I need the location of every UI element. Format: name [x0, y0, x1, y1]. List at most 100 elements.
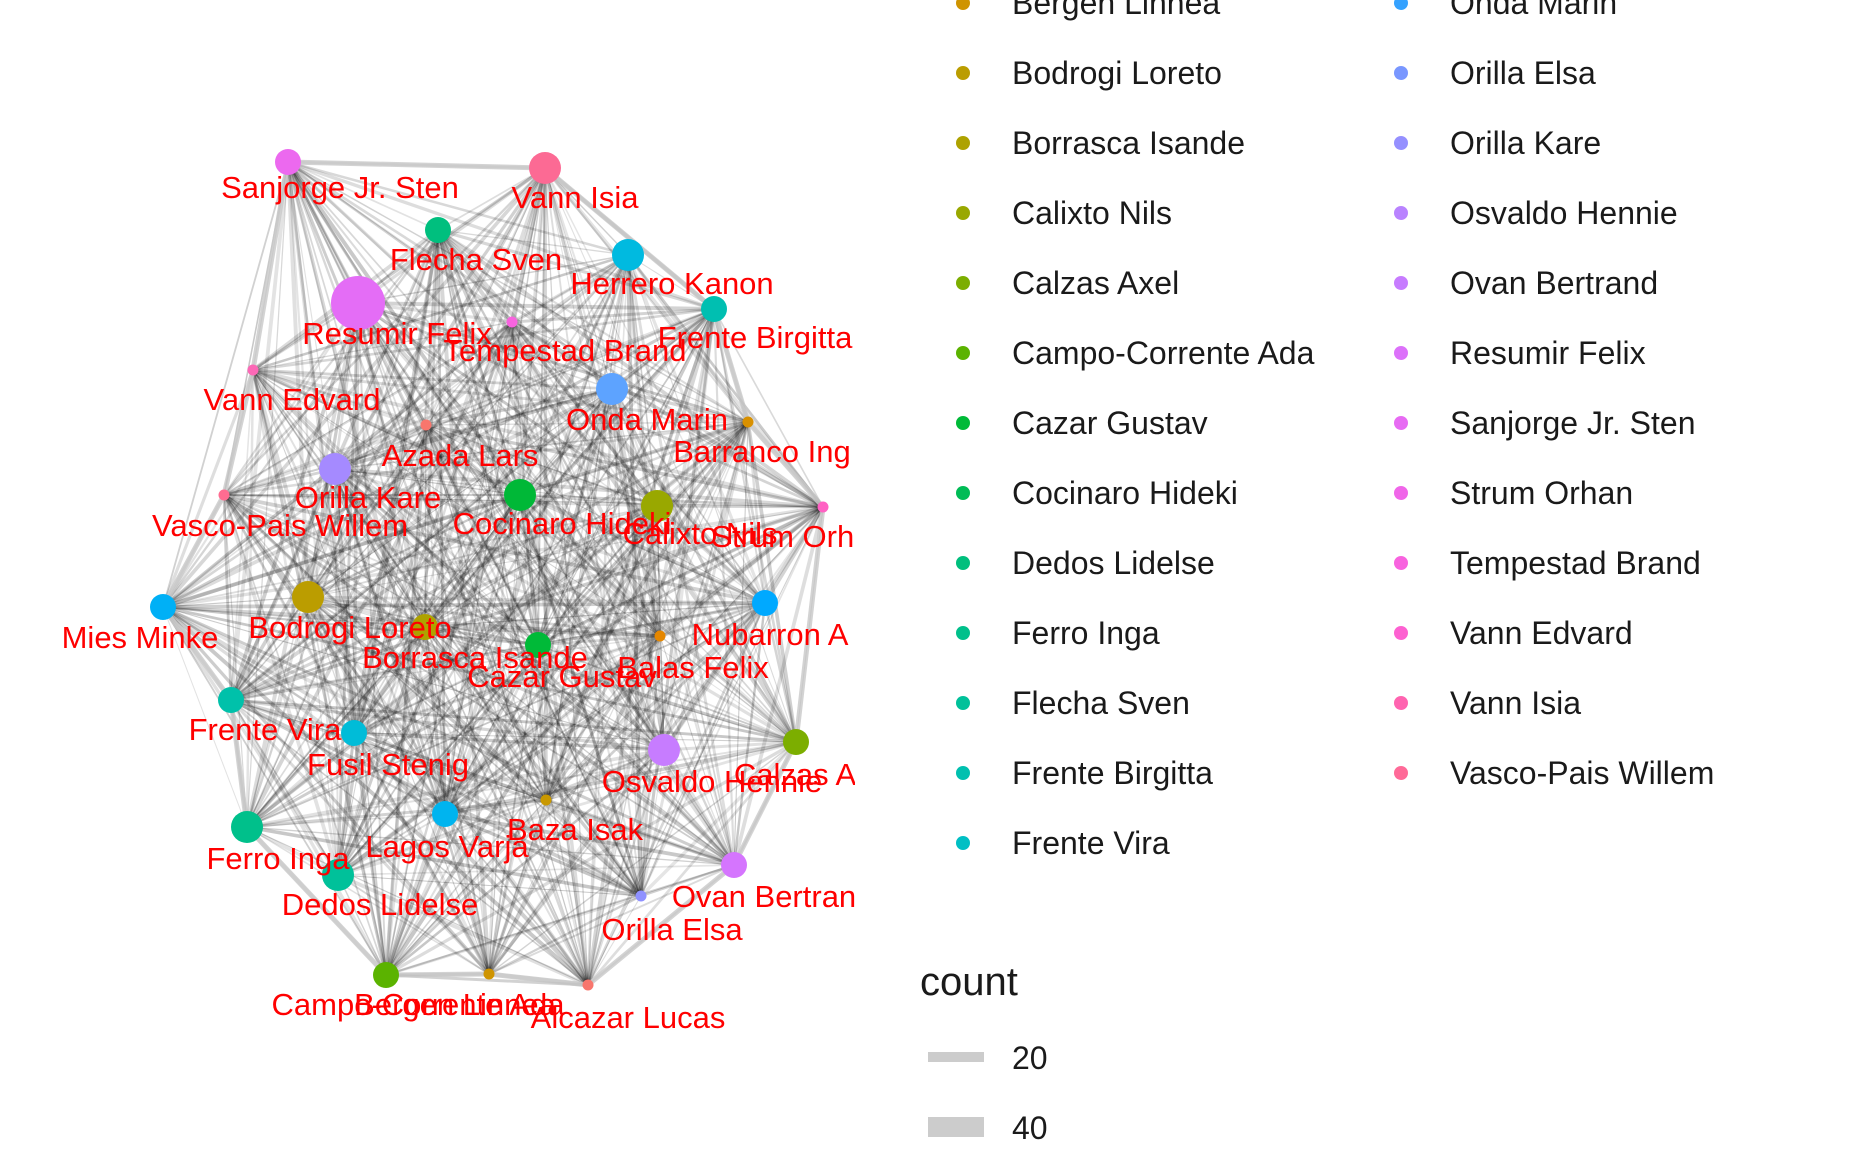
graph-edge: [425, 421, 749, 426]
graph-edge: [639, 740, 798, 898]
graph-edge: [712, 308, 736, 866]
legend-col1-item-dot: [956, 766, 970, 780]
graph-edge: [353, 601, 766, 735]
graph-edge: [251, 369, 340, 876]
graph-edge: [357, 302, 613, 390]
legend-col1-item-dot: [956, 486, 970, 500]
graph-edge: [246, 626, 426, 828]
graph-edge: [424, 423, 736, 867]
graph-edge: [586, 602, 767, 986]
graph-edge: [425, 424, 658, 507]
graph-edge: [424, 626, 665, 751]
graph-edge: [162, 605, 661, 638]
graph-node: [322, 859, 354, 891]
graph-edge: [357, 302, 665, 751]
graph-edge: [544, 167, 749, 423]
graph-edge: [444, 254, 629, 815]
graph-edge: [425, 423, 661, 638]
graph-edge: [511, 321, 766, 604]
count-legend-label-40: 40: [1012, 1110, 1048, 1146]
graph-edge: [287, 160, 824, 509]
graph-edge: [352, 424, 428, 734]
graph-edge: [334, 423, 427, 471]
legend-col1-item-label: Frente Vira: [1012, 825, 1170, 861]
graph-edge: [333, 468, 427, 628]
graph-edge: [252, 368, 658, 508]
graph-edge: [639, 635, 662, 897]
graph-edge: [251, 368, 736, 867]
graph-node: [331, 276, 385, 330]
graph-edge: [245, 321, 514, 828]
graph-edge: [246, 254, 629, 828]
graph-edge: [246, 644, 539, 828]
graph-edge: [162, 606, 387, 976]
graph-edge: [510, 167, 547, 323]
graph-edge: [424, 229, 440, 426]
graph-hull-edge: [746, 420, 825, 509]
graph-edge: [353, 254, 629, 734]
graph-edge: [230, 369, 254, 701]
graph-edge: [337, 308, 715, 876]
graph-edge: [307, 596, 642, 897]
graph-node: [341, 720, 367, 746]
graph-edge: [659, 635, 735, 866]
graph-edge: [356, 302, 447, 815]
graph-node-label: Herrero Kanon: [570, 266, 773, 301]
graph-hull-edge: [586, 863, 736, 987]
graph-edge: [519, 494, 658, 507]
graph-edge: [640, 749, 665, 897]
graph-edge: [425, 308, 715, 426]
graph-edge: [162, 601, 766, 609]
graph-edge: [245, 420, 750, 829]
graph-edge: [252, 369, 661, 637]
graph-edge: [162, 606, 426, 628]
legend-col2-item-label: Orilla Kare: [1450, 125, 1602, 161]
graph-node: [275, 149, 301, 175]
graph-edge: [763, 602, 798, 743]
graph-edge: [732, 506, 825, 866]
graph-node: [641, 490, 673, 522]
graph-edge: [307, 596, 735, 866]
graph-edge: [487, 635, 662, 975]
graph-node: [582, 979, 594, 991]
graph-edge: [353, 731, 665, 752]
legend-col1-item-label: Bodrogi Loreto: [1012, 55, 1222, 91]
graph-edge: [436, 228, 767, 605]
graph-node-label: Orilla Kare: [295, 480, 441, 515]
graph-edge: [336, 167, 547, 876]
graph-edge: [336, 254, 630, 876]
graph-edge: [437, 229, 547, 801]
graph-edge: [162, 505, 658, 608]
graph-edge: [229, 699, 491, 975]
graph-edge: [443, 644, 540, 815]
graph-edge: [336, 505, 825, 877]
graph-edge: [385, 635, 661, 976]
graph-edge: [246, 505, 824, 829]
graph-node-label: Strum Orhan: [711, 519, 855, 554]
graph-edge: [353, 388, 613, 734]
graph-edge: [251, 369, 447, 815]
graph-node-label: Barranco Ing: [673, 434, 851, 469]
graph-edge: [385, 602, 766, 976]
graph-node: [817, 501, 829, 513]
node-labels-layer: Sanjorge Jr. Sten Vann Isia Flecha SvenHer…: [62, 170, 855, 1035]
graph-edge: [443, 813, 491, 975]
graph-edge: [336, 302, 360, 876]
graph-edge: [663, 749, 735, 866]
graph-edge: [353, 308, 715, 734]
graph-edge: [519, 494, 735, 866]
graph-edge: [611, 307, 715, 391]
graph-edge: [246, 826, 490, 975]
graph-edge: [662, 505, 825, 752]
graph-edge: [230, 254, 629, 701]
graph-edge: [230, 321, 513, 701]
graph-edge: [251, 369, 388, 976]
graph-edge: [223, 494, 797, 743]
graph-edge: [437, 229, 521, 496]
graph-edge: [333, 253, 630, 471]
network-graph: Sanjorge Jr. Sten Vann Isia Flecha Sven Her…: [0, 0, 855, 1152]
graph-edge: [662, 601, 767, 752]
graph-edge: [436, 228, 798, 744]
graph-edge: [424, 308, 715, 628]
graph-edge: [306, 167, 547, 598]
